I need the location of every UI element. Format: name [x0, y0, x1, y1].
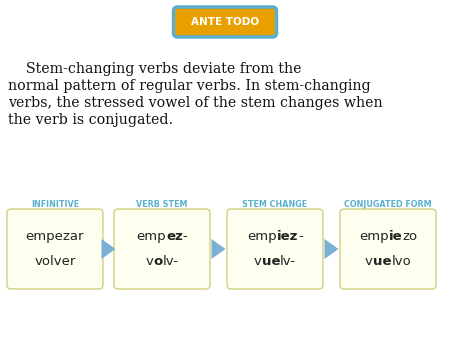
Polygon shape: [324, 239, 338, 259]
Text: emp: emp: [136, 230, 166, 243]
Text: -: -: [298, 230, 303, 243]
Text: v: v: [254, 256, 262, 268]
Text: ANTE TODO: ANTE TODO: [191, 17, 259, 27]
Text: lvo: lvo: [392, 256, 411, 268]
Text: volver: volver: [34, 256, 76, 268]
Text: Stem-changing verbs deviate from the: Stem-changing verbs deviate from the: [8, 62, 302, 76]
Text: VERB STEM: VERB STEM: [136, 200, 188, 209]
FancyBboxPatch shape: [174, 7, 276, 37]
Text: -: -: [183, 230, 188, 243]
Text: v: v: [365, 256, 373, 268]
Polygon shape: [212, 239, 225, 259]
Text: STEM CHANGE: STEM CHANGE: [243, 200, 307, 209]
Text: INFINITIVE: INFINITIVE: [31, 200, 79, 209]
Text: empezar: empezar: [26, 230, 84, 243]
Polygon shape: [102, 239, 116, 259]
Text: ue: ue: [373, 256, 392, 268]
Text: emp: emp: [359, 230, 388, 243]
FancyBboxPatch shape: [340, 209, 436, 289]
Text: iez: iez: [277, 230, 298, 243]
Text: ie: ie: [388, 230, 402, 243]
Text: zo: zo: [402, 230, 417, 243]
Text: verbs, the stressed vowel of the stem changes when: verbs, the stressed vowel of the stem ch…: [8, 96, 382, 110]
Text: ez: ez: [166, 230, 183, 243]
Text: ue: ue: [262, 256, 280, 268]
Text: v: v: [145, 256, 153, 268]
Text: the verb is conjugated.: the verb is conjugated.: [8, 113, 173, 127]
Text: CONJUGATED FORM: CONJUGATED FORM: [344, 200, 432, 209]
Text: lv-: lv-: [280, 256, 296, 268]
FancyBboxPatch shape: [114, 209, 210, 289]
Text: lv-: lv-: [162, 256, 179, 268]
Text: o: o: [153, 256, 162, 268]
FancyBboxPatch shape: [227, 209, 323, 289]
FancyBboxPatch shape: [7, 209, 103, 289]
Text: normal pattern of regular verbs. In stem-changing: normal pattern of regular verbs. In stem…: [8, 79, 371, 93]
Text: emp: emp: [247, 230, 277, 243]
